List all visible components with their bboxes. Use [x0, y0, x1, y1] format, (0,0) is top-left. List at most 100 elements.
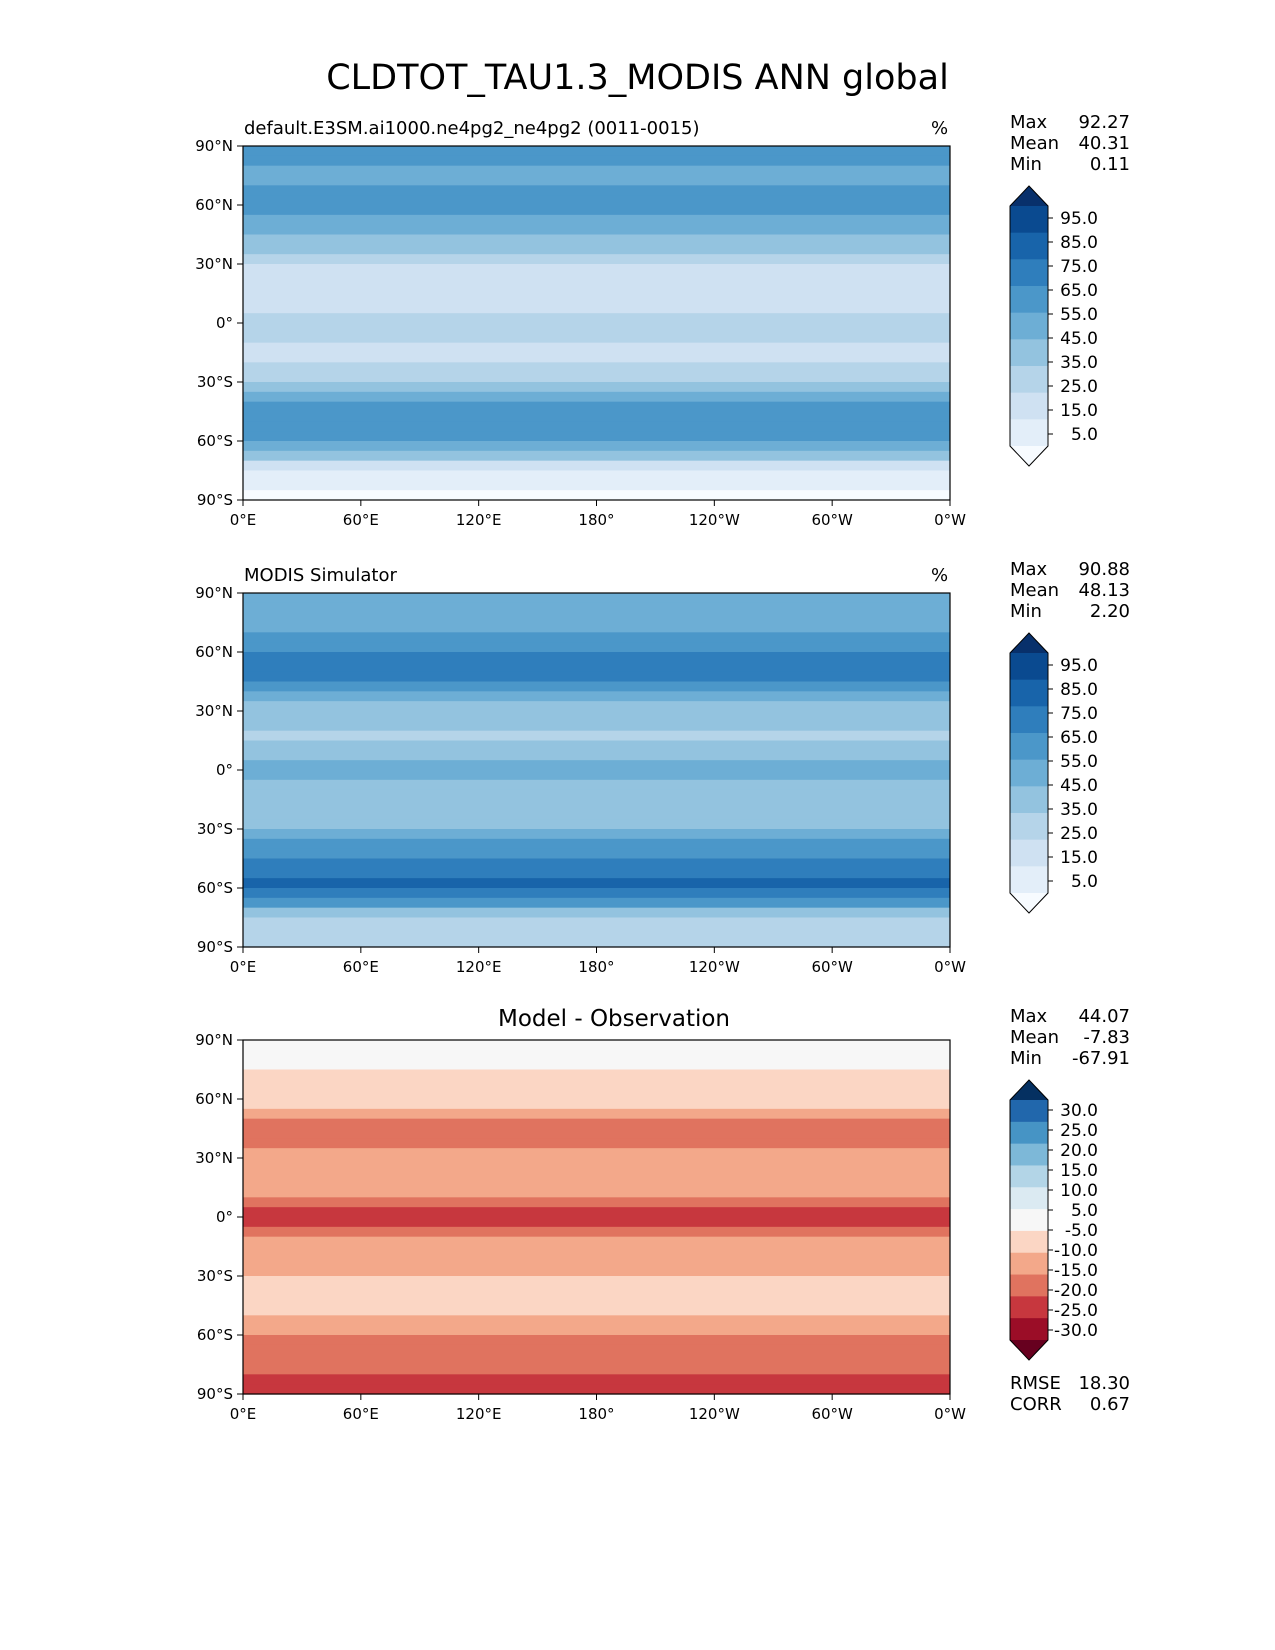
- colorbar-label-1-6: 35.0: [1060, 353, 1098, 373]
- x-tick-label-1-1: 60°E: [343, 511, 379, 529]
- colorbar-segment-1-6: [1010, 366, 1048, 394]
- map-band-3-26: [243, 1295, 950, 1307]
- map-band-2-18: [243, 770, 950, 781]
- panel3-mean-label: Mean: [1010, 1027, 1060, 1048]
- colorbar-label-1-8: 15.0: [1060, 401, 1098, 421]
- map-band-2-13: [243, 720, 950, 732]
- colorbar-label-1-9: 5.0: [1071, 425, 1098, 445]
- map-band-3-32: [243, 1354, 950, 1366]
- colorbar-label-3-0: 30.0: [1060, 1101, 1098, 1121]
- colorbar-label-2-5: 45.0: [1060, 776, 1098, 796]
- y-tick-label-1-4: 30°S: [197, 373, 233, 391]
- colorbar-extend-top-3: [1010, 1080, 1048, 1100]
- map-band-2-26: [243, 848, 950, 860]
- map-band-1-15: [243, 293, 950, 304]
- y-tick-label-1-1: 60°N: [195, 196, 233, 214]
- map-band-1-2: [243, 165, 950, 177]
- colorbar-segment-2-4: [1010, 759, 1048, 787]
- colorbar-label-3-7: -10.0: [1054, 1241, 1098, 1261]
- y-tick-label-3-5: 60°S: [197, 1326, 233, 1344]
- colorbar-segment-2-6: [1010, 813, 1048, 841]
- y-tick-label-2-3: 0°: [216, 761, 233, 779]
- map-band-1-7: [243, 214, 950, 226]
- map-band-3-17: [243, 1207, 950, 1218]
- panel3-corr-label: CORR: [1010, 1394, 1062, 1415]
- colorbar-label-2-2: 75.0: [1060, 704, 1098, 724]
- map-band-2-7: [243, 661, 950, 673]
- y-tick-label-3-3: 0°: [216, 1208, 233, 1226]
- map-band-3-1: [243, 1049, 950, 1061]
- map-band-2-4: [243, 632, 950, 643]
- panel1-max-value: 92.27: [1078, 112, 1130, 133]
- map-band-3-29: [243, 1325, 950, 1336]
- colorbar-label-1-0: 95.0: [1060, 209, 1098, 229]
- colorbar-outline-1: [1009, 185, 1049, 467]
- colorbar-label-3-3: 15.0: [1060, 1161, 1098, 1181]
- y-tick-label-3-1: 60°N: [195, 1090, 233, 1108]
- map-band-3-34: [243, 1374, 950, 1385]
- colorbar-extend-bottom-2: [1010, 893, 1048, 913]
- map-band-3-13: [243, 1167, 950, 1179]
- colorbar-label-3-8: -15.0: [1054, 1261, 1098, 1281]
- map-band-1-30: [243, 441, 950, 452]
- colorbar-extend-bottom-3: [1010, 1340, 1048, 1360]
- colorbar-outline-3: [1009, 1079, 1049, 1361]
- y-tick-label-1-3: 0°: [216, 314, 233, 332]
- map-band-2-21: [243, 799, 950, 810]
- map-band-1-27: [243, 411, 950, 422]
- y-tick-label-1-6: 90°S: [197, 491, 233, 509]
- map-band-1-13: [243, 273, 950, 285]
- colorbar-segment-1-5: [1010, 339, 1048, 367]
- panel3-rmse-value: 18.30: [1078, 1373, 1130, 1394]
- colorbar-segment-1-2: [1010, 259, 1048, 287]
- map-band-2-9: [243, 681, 950, 692]
- map-band-2-8: [243, 671, 950, 683]
- colorbar-label-1-7: 25.0: [1060, 377, 1098, 397]
- x-tick-label-2-5: 60°W: [811, 958, 853, 976]
- map-band-2-33: [243, 917, 950, 928]
- panel2-title: MODIS Simulator: [244, 565, 397, 586]
- map-band-1-18: [243, 323, 950, 334]
- map-band-2-32: [243, 907, 950, 919]
- panel3-max-value: 44.07: [1078, 1006, 1130, 1027]
- y-tick-label-2-6: 90°S: [197, 938, 233, 956]
- colorbar-segment-3-4: [1010, 1187, 1048, 1210]
- colorbar-segment-2-3: [1010, 733, 1048, 761]
- panel2-max-label: Max: [1010, 559, 1048, 580]
- y-tick-label-2-0: 90°N: [195, 584, 233, 602]
- colorbar-extend-bottom-1: [1010, 446, 1048, 466]
- map-band-2-0: [243, 593, 950, 604]
- map-band-2-17: [243, 760, 950, 771]
- panel2-mean-value: 48.13: [1078, 580, 1130, 601]
- colorbar-segment-1-3: [1010, 286, 1048, 314]
- panel3-max-label: Max: [1010, 1006, 1048, 1027]
- map-band-2-11: [243, 701, 950, 712]
- map-band-2-23: [243, 819, 950, 830]
- map-band-1-5: [243, 195, 950, 206]
- y-tick-label-1-2: 30°N: [195, 255, 233, 273]
- colorbar-label-2-9: 5.0: [1071, 872, 1098, 892]
- colorbar-segment-2-1: [1010, 679, 1048, 707]
- colorbar-segment-3-10: [1010, 1318, 1048, 1341]
- map-band-3-10: [243, 1138, 950, 1149]
- colorbar-label-1-5: 45.0: [1060, 329, 1098, 349]
- y-tick-label-2-4: 30°S: [197, 820, 233, 838]
- panel1-title: default.E3SM.ai1000.ne4pg2_ne4pg2 (0011-…: [244, 118, 700, 139]
- panel1-units: %: [931, 118, 949, 139]
- x-tick-label-2-6: 0°W: [934, 958, 966, 976]
- map-band-1-33: [243, 470, 950, 481]
- figure-title: CLDTOT_TAU1.3_MODIS ANN global: [326, 58, 949, 98]
- x-tick-label-2-2: 120°E: [456, 958, 502, 976]
- map-band-1-19: [243, 332, 950, 344]
- map-band-2-12: [243, 711, 950, 722]
- map-band-3-12: [243, 1158, 950, 1169]
- y-tick-label-2-1: 60°N: [195, 643, 233, 661]
- colorbar-segment-3-2: [1010, 1143, 1048, 1166]
- map-band-1-32: [243, 460, 950, 472]
- map-band-2-28: [243, 868, 950, 879]
- map-band-1-23: [243, 372, 950, 383]
- colorbar-label-2-8: 15.0: [1060, 848, 1098, 868]
- panel3-title: Model - Observation: [497, 1006, 731, 1032]
- panel1-mean-label: Mean: [1010, 133, 1060, 154]
